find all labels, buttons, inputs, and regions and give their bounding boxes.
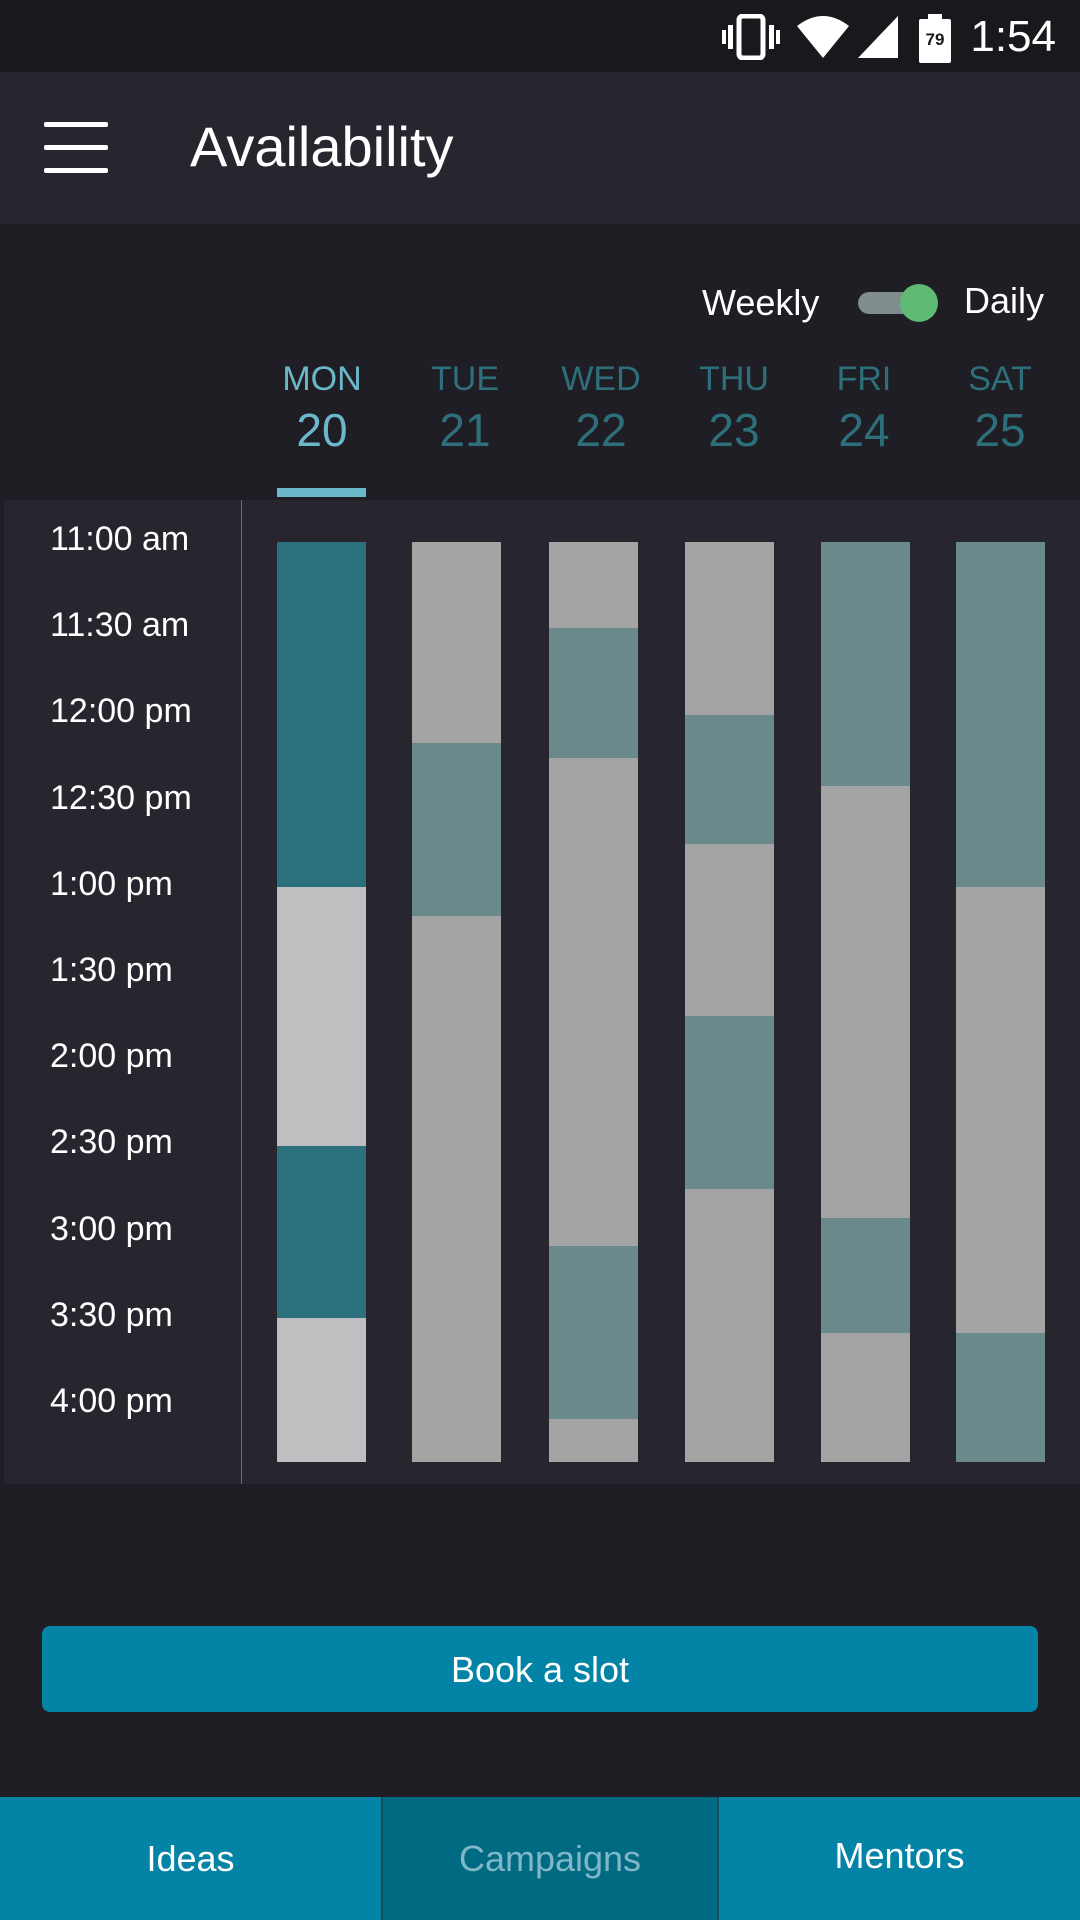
time-block-available[interactable]: [956, 542, 1045, 887]
time-block-available[interactable]: [956, 1332, 1045, 1462]
day-tab-wed[interactable]: WED 22: [546, 360, 656, 457]
page-title: Availability: [190, 115, 454, 178]
schedule-grid: [4, 500, 1080, 1484]
time-block-available[interactable]: [685, 1016, 774, 1189]
time-block-unavailable[interactable]: [685, 843, 774, 1017]
day-column-tue: [412, 542, 501, 1462]
time-block-unavailable[interactable]: [277, 887, 366, 1146]
time-label: 2:30 pm: [50, 1123, 173, 1161]
time-block-unavailable[interactable]: [277, 1318, 366, 1462]
battery-level: 79: [925, 30, 945, 49]
time-block-available[interactable]: [821, 542, 910, 787]
day-date: 20: [296, 404, 348, 456]
day-name: FRI: [836, 360, 892, 398]
time-label: 3:00 pm: [50, 1210, 173, 1248]
view-toggle-switch[interactable]: [856, 282, 940, 322]
app-bar: Availability: [0, 72, 1080, 224]
day-name: THU: [699, 360, 769, 398]
vibrate-icon: [722, 14, 780, 60]
clock: 1:54: [970, 12, 1056, 61]
weekly-label: Weekly: [702, 282, 820, 323]
time-block-unavailable[interactable]: [956, 887, 1045, 1333]
day-name: WED: [561, 360, 641, 398]
day-tab-fri[interactable]: FRI 24: [809, 360, 919, 457]
time-label: 1:00 pm: [50, 865, 173, 903]
time-label: 3:30 pm: [50, 1296, 173, 1334]
day-name: MON: [282, 360, 362, 398]
day-date: 24: [838, 404, 890, 456]
nav-tab-mentors[interactable]: Mentors: [719, 1797, 1080, 1920]
time-block-unavailable[interactable]: [821, 786, 910, 1218]
time-block-available[interactable]: [821, 1217, 910, 1333]
time-block-available[interactable]: [549, 628, 638, 758]
time-block-unavailable[interactable]: [821, 1332, 910, 1462]
day-column-fri: [821, 542, 910, 1462]
day-date: 23: [708, 404, 760, 456]
time-block-unavailable[interactable]: [549, 757, 638, 1247]
time-block-available[interactable]: [277, 542, 366, 887]
time-label: 12:30 pm: [50, 779, 192, 817]
bottom-nav: Ideas Campaigns Mentors: [0, 1797, 1080, 1920]
time-column-divider: [241, 500, 242, 1484]
time-block-available[interactable]: [549, 1246, 638, 1419]
time-block-unavailable[interactable]: [685, 1188, 774, 1462]
day-column-sat: [956, 542, 1045, 1462]
time-block-available[interactable]: [412, 743, 501, 916]
day-name: TUE: [431, 360, 499, 398]
nav-divider: [381, 1797, 383, 1920]
time-block-unavailable[interactable]: [412, 915, 501, 1462]
book-slot-button[interactable]: Book a slot: [42, 1626, 1038, 1712]
wifi-icon: [797, 16, 849, 58]
day-tab-mon[interactable]: MON 20: [267, 360, 377, 457]
time-label: 1:30 pm: [50, 951, 173, 989]
battery-icon: [919, 14, 951, 63]
time-label: 4:00 pm: [50, 1382, 173, 1420]
day-selector: MON 20 TUE 21 WED 22 THU 23 FRI 24 SAT 2…: [0, 360, 1080, 500]
day-date: 22: [575, 404, 627, 456]
time-label: 11:30 am: [50, 606, 190, 644]
day-column-thu: [685, 542, 774, 1462]
time-label: 12:00 pm: [50, 692, 192, 730]
day-tab-tue[interactable]: TUE 21: [410, 360, 520, 457]
view-toggle-row: Weekly Daily: [0, 272, 1080, 332]
day-date: 21: [439, 404, 491, 456]
time-block-unavailable[interactable]: [685, 542, 774, 715]
day-column-mon: [277, 542, 366, 1462]
time-block-available[interactable]: [685, 714, 774, 844]
day-tab-sat[interactable]: SAT 25: [945, 360, 1055, 457]
hamburger-menu-icon[interactable]: [44, 122, 108, 174]
signal-icon: [858, 16, 898, 58]
time-label: 2:00 pm: [50, 1037, 173, 1075]
nav-tab-campaigns[interactable]: Campaigns: [383, 1797, 717, 1920]
status-bar: 79 1:54: [0, 0, 1080, 72]
time-label: 11:00 am: [50, 520, 190, 558]
time-block-unavailable[interactable]: [549, 542, 638, 629]
time-block-available[interactable]: [277, 1145, 366, 1319]
day-date: 25: [974, 404, 1026, 456]
day-tab-thu[interactable]: THU 23: [679, 360, 789, 457]
nav-divider: [717, 1797, 719, 1920]
nav-tab-ideas[interactable]: Ideas: [0, 1797, 381, 1920]
selected-day-indicator: [277, 488, 366, 497]
switch-thumb: [900, 284, 938, 322]
time-block-unavailable[interactable]: [549, 1418, 638, 1462]
day-column-wed: [549, 542, 638, 1462]
daily-label: Daily: [964, 280, 1045, 321]
day-name: SAT: [968, 360, 1032, 398]
time-block-unavailable[interactable]: [412, 542, 501, 744]
